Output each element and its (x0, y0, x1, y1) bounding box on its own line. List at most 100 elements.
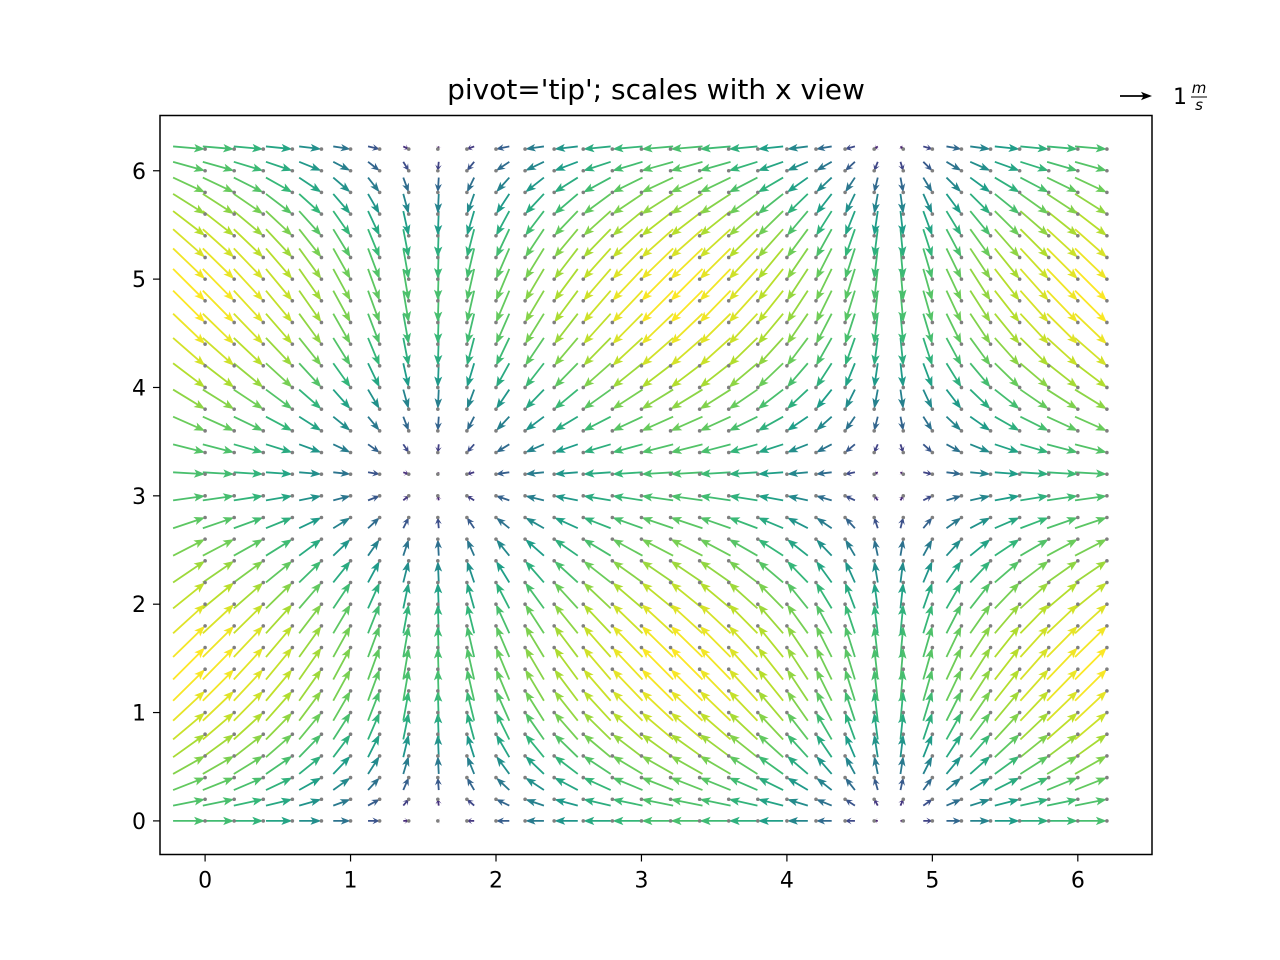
grid-point (785, 364, 789, 368)
grid-point (639, 212, 644, 216)
field-arrow (367, 268, 380, 301)
field-arrow (994, 604, 1020, 634)
field-arrow (946, 443, 962, 453)
grid-point (377, 667, 382, 672)
field-arrow (845, 777, 856, 791)
grid-point (872, 450, 876, 455)
grid-point (814, 602, 818, 606)
field-arrow (496, 539, 511, 557)
field-arrow (612, 647, 644, 681)
field-arrow (367, 604, 380, 634)
grid-point (1105, 775, 1109, 780)
field-arrow (728, 816, 758, 826)
grid-point (901, 320, 906, 325)
field-arrow (816, 539, 833, 557)
x-tick-label: 5 (925, 869, 939, 894)
field-arrow (970, 817, 991, 825)
grid-point (377, 168, 382, 173)
grid-point (290, 298, 295, 303)
grid-point (785, 385, 789, 390)
grid-point (494, 624, 498, 628)
field-arrow (898, 248, 907, 280)
field-arrow (922, 193, 933, 215)
grid-point (697, 559, 702, 563)
grid-point (1105, 754, 1109, 758)
field-arrow (844, 604, 856, 634)
field-arrow (554, 539, 579, 557)
field-arrow (496, 313, 511, 345)
field-arrow (554, 247, 579, 280)
field-arrow (496, 495, 510, 502)
grid-point (756, 537, 760, 541)
grid-point (377, 342, 382, 346)
grid-point (1105, 364, 1109, 368)
field-arrow (202, 290, 235, 323)
grid-point (930, 819, 935, 823)
field-arrow (728, 337, 759, 366)
field-arrow (670, 469, 703, 478)
grid-point (814, 233, 818, 238)
field-arrow (433, 290, 443, 323)
field-arrow (1020, 816, 1049, 826)
grid-point (581, 775, 586, 780)
grid-point (581, 559, 586, 563)
grid-point (872, 190, 876, 195)
field-arrow (845, 560, 856, 583)
field-arrow (1046, 290, 1078, 323)
grid-point (523, 429, 527, 433)
grid-point (319, 645, 324, 650)
field-arrow (466, 517, 475, 529)
field-arrow (786, 734, 809, 758)
grid-point (756, 147, 760, 151)
grid-point (494, 602, 498, 606)
grid-point (581, 277, 586, 281)
field-arrow (757, 228, 784, 258)
field-arrow (332, 582, 351, 609)
field-arrow (922, 443, 933, 453)
field-arrow (816, 734, 833, 758)
field-arrow (757, 669, 784, 702)
grid-point (465, 147, 469, 151)
field-arrow (172, 443, 206, 454)
field-arrow (969, 443, 991, 453)
grid-point (959, 429, 964, 433)
field-arrow (496, 669, 511, 702)
grid-point (1017, 732, 1022, 737)
field-arrow (874, 799, 880, 807)
grid-point (523, 212, 527, 216)
field-arrow (1019, 560, 1049, 584)
field-arrow (612, 362, 644, 388)
field-arrow (816, 290, 833, 323)
field-arrow (670, 290, 704, 323)
grid-point (552, 472, 556, 476)
grid-point (785, 819, 789, 823)
field-arrow (172, 415, 206, 431)
grid-point (1105, 602, 1109, 606)
grid-point (436, 255, 440, 260)
grid-point (930, 775, 935, 780)
y-tick-label: 0 (132, 810, 146, 835)
field-arrow (172, 228, 206, 258)
field-arrow (699, 560, 732, 584)
grid-point (1105, 277, 1109, 281)
grid-point (872, 732, 876, 737)
grid-point (494, 667, 498, 672)
field-arrow (945, 248, 962, 280)
field-arrow (172, 625, 206, 658)
grid-point (552, 754, 556, 758)
grid-point (494, 190, 498, 195)
grid-point (1017, 689, 1022, 693)
grid-point (465, 494, 469, 498)
grid-point (843, 298, 847, 303)
x-tick-label: 3 (634, 869, 648, 894)
grid-point (348, 407, 353, 411)
field-arrow (402, 363, 411, 388)
field-arrow (871, 363, 880, 388)
grid-point (610, 754, 615, 758)
grid-point (1046, 190, 1051, 195)
grid-point (1046, 602, 1051, 606)
field-arrow (202, 469, 235, 478)
field-arrow (367, 210, 380, 236)
field-arrow (994, 647, 1020, 681)
field-arrow (945, 416, 962, 431)
